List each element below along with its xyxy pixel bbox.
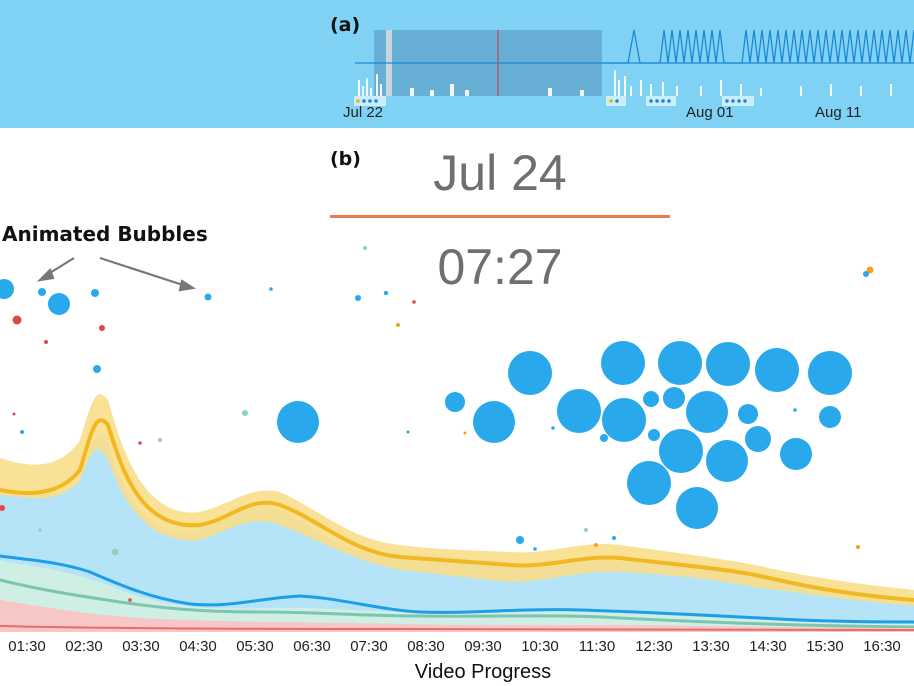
x-tick-label: 02:30 xyxy=(65,638,103,655)
bubble xyxy=(808,351,852,395)
x-tick-label: 07:30 xyxy=(350,638,388,655)
x-axis-title: Video Progress xyxy=(414,661,552,683)
x-tick-label: 09:30 xyxy=(464,638,502,655)
x-tick-label: 06:30 xyxy=(293,638,331,655)
x-tick-label: 12:30 xyxy=(635,638,673,655)
bubble xyxy=(516,536,524,544)
timeline-event-markers[interactable] xyxy=(354,96,754,106)
timeline-date-label: Aug 01 xyxy=(686,104,734,121)
timeline-date-label: Jul 22 xyxy=(343,104,384,121)
bubble xyxy=(473,401,515,443)
bubble xyxy=(557,389,601,433)
annotation-label: Animated Bubbles xyxy=(2,222,208,246)
bubble xyxy=(602,398,646,442)
bubble xyxy=(600,434,608,442)
x-tick-label: 14:30 xyxy=(749,638,787,655)
bubble xyxy=(643,391,659,407)
x-tick-label: 03:30 xyxy=(122,638,160,655)
bubble xyxy=(755,348,799,392)
bubble xyxy=(508,351,552,395)
bubble xyxy=(663,387,685,409)
bubble xyxy=(627,461,671,505)
timeline-activity-bars xyxy=(358,70,892,96)
x-tick-label: 08:30 xyxy=(407,638,445,655)
x-tick-label: 15:30 xyxy=(806,638,844,655)
bubble xyxy=(706,342,750,386)
bubble xyxy=(204,293,212,301)
annotation-arrows xyxy=(36,256,197,292)
x-tick-label: 04:30 xyxy=(179,638,217,655)
bubble xyxy=(93,365,101,373)
bubble xyxy=(738,404,758,424)
bubble xyxy=(648,429,660,441)
bubble xyxy=(706,440,748,482)
streamgraph-canvas[interactable] xyxy=(0,128,914,638)
x-tick-label: 10:30 xyxy=(521,638,559,655)
panel-label-a: (a) xyxy=(330,14,361,36)
bubble xyxy=(819,406,841,428)
bubble xyxy=(658,341,702,385)
current-date-display: Jul 24 xyxy=(433,145,567,201)
panel-label-b: (b) xyxy=(330,148,361,170)
stream-layer-yellow xyxy=(0,418,914,602)
timeline-overview[interactable] xyxy=(0,0,914,128)
x-tick-label: 16:30 xyxy=(863,638,901,655)
bubble xyxy=(91,289,99,297)
bubble xyxy=(745,426,771,452)
x-tick-label: 01:30 xyxy=(8,638,46,655)
stream-layer-blue-line xyxy=(0,554,914,624)
stream-layer-red xyxy=(0,600,914,632)
current-time-display: 07:27 xyxy=(437,239,563,295)
bubble xyxy=(601,341,645,385)
bubble xyxy=(686,391,728,433)
x-tick-label: 11:30 xyxy=(578,638,616,655)
animated-bubbles[interactable] xyxy=(0,279,852,544)
timeline-wave-signal xyxy=(602,29,914,64)
stream-layer-red-line xyxy=(0,625,914,631)
bubble xyxy=(676,487,718,529)
bubble xyxy=(780,438,812,470)
stream-layer-teal-line xyxy=(0,578,914,629)
stream-layer-teal xyxy=(0,560,914,632)
stream-layer-yellow-halo xyxy=(0,394,914,606)
particles xyxy=(0,246,874,602)
bubble xyxy=(48,293,70,315)
bubble xyxy=(0,279,14,299)
bubble xyxy=(38,288,46,296)
stream-layer-main xyxy=(0,435,914,632)
date-divider xyxy=(330,215,670,218)
bubble xyxy=(277,401,319,443)
bubble xyxy=(659,429,703,473)
x-tick-label: 05:30 xyxy=(236,638,274,655)
x-tick-label: 13:30 xyxy=(692,638,730,655)
timeline-date-label: Aug 11 xyxy=(815,104,862,121)
bubble xyxy=(445,392,465,412)
